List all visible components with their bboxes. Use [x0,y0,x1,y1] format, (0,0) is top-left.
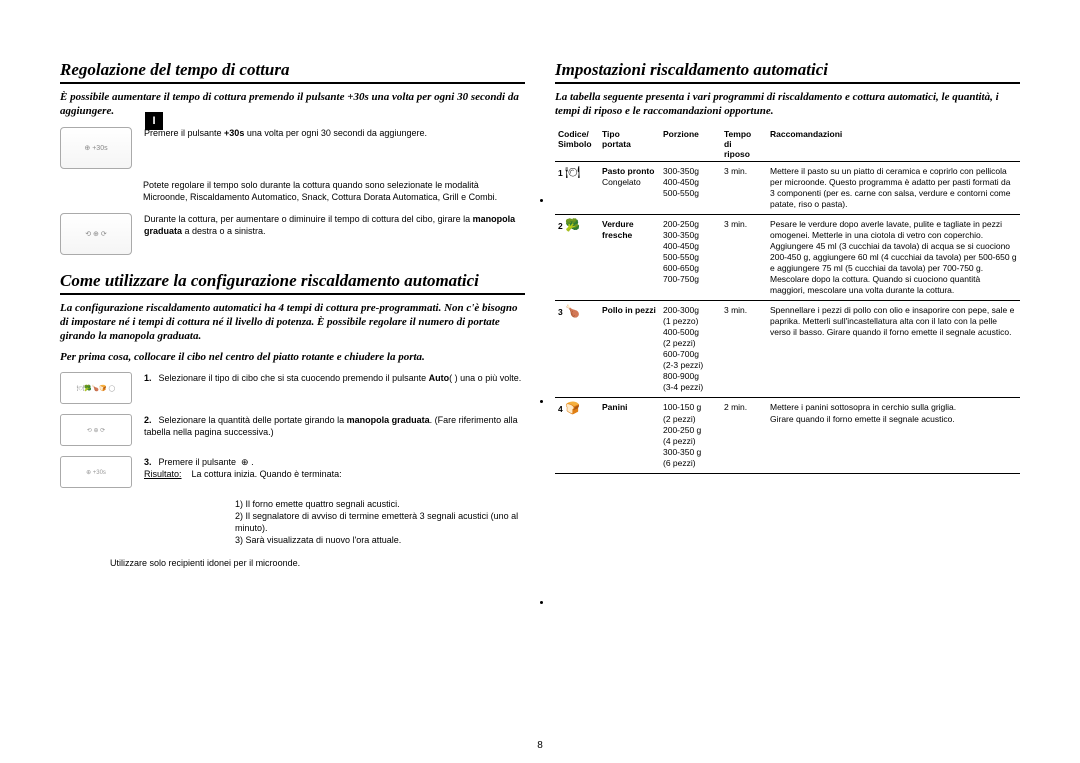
table-row: 1 🍽Pasto prontoCongelato300-350g400-450g… [555,161,1020,214]
result-1: 1) Il forno emette quattro segnali acust… [235,498,525,510]
table-row: 3 🍗Pollo in pezzi200-300g(1 pezzo)400-50… [555,301,1020,398]
illustration-auto-icons: 🍽🥦🍗🍞 ◯ [60,372,132,404]
page-number: 8 [537,740,543,751]
section1-p1: Premere il pulsante +30s una volta per o… [144,127,525,139]
section3-intro: La tabella seguente presenta i vari prog… [555,90,1020,119]
section3-title: Impostazioni riscaldamento automatici [555,60,1020,84]
auto-heating-table: Codice/Simbolo Tipoportata Porzione Temp… [555,127,1020,474]
cell-porzione: 200-300g(1 pezzo)400-500g(2 pezzi)600-70… [660,301,721,398]
illustration-start: ⊕ +30s [60,456,132,488]
section1-p3: Durante la cottura, per aumentare o dimi… [144,213,525,237]
cell-porzione: 300-350g400-450g500-550g [660,161,721,214]
step3: 3. Premere il pulsante ⊕ . Risultato: La… [144,456,525,480]
section1-p2: Potete regolare il tempo solo durante la… [143,179,525,203]
food-icon: 🥦 [565,218,580,232]
step2: 2. Selezionare la quantità delle portate… [144,414,525,438]
cell-porzione: 200-250g300-350g400-450g500-550g600-650g… [660,214,721,300]
cell-code: 3 🍗 [555,301,599,398]
cell-code: 1 🍽 [555,161,599,214]
food-icon: 🍗 [565,304,580,318]
section2-intro2: Per prima cosa, collocare il cibo nel ce… [60,350,525,364]
th-racc: Raccomandazioni [767,127,1020,162]
cell-tempo: 3 min. [721,161,767,214]
cell-tipo: Panini [599,398,660,473]
left-column: Regolazione del tempo di cottura È possi… [60,60,525,743]
th-tempo: Tempodiriposo [721,127,767,162]
cell-raccomandazioni: Spennellare i pezzi di pollo con olio e … [767,301,1020,398]
cell-tempo: 3 min. [721,301,767,398]
result-2: 2) Il segnalatore di avviso di termine e… [235,510,525,534]
result-3: 3) Sarà visualizzata di nuovo l'ora attu… [235,534,525,546]
cell-code: 4 🍞 [555,398,599,473]
language-tab: I [145,112,163,130]
cell-porzione: 100-150 g(2 pezzi)200-250 g(4 pezzi)300-… [660,398,721,473]
section2-footnote: Utilizzare solo recipienti idonei per il… [110,557,525,569]
cell-code: 2 🥦 [555,214,599,300]
result-0: La cottura inizia. Quando è terminata: [192,469,342,479]
section1-title: Regolazione del tempo di cottura [60,60,525,84]
cell-tempo: 3 min. [721,214,767,300]
th-code: Codice/Simbolo [555,127,599,162]
food-icon: 🍞 [565,401,580,415]
section2-title: Come utilizzare la configurazione riscal… [60,271,525,295]
cell-raccomandazioni: Mettere i panini sottosopra in cerchio s… [767,398,1020,473]
th-tipo: Tipoportata [599,127,660,162]
right-column: Impostazioni riscaldamento automatici La… [555,60,1020,743]
section1-intro: È possibile aumentare il tempo di cottur… [60,90,525,119]
illustration-dial2: ⟲ ⊕ ⟳ [60,414,132,446]
cell-tipo: Pasto prontoCongelato [599,161,660,214]
food-icon: 🍽 [565,165,580,179]
cell-raccomandazioni: Pesare le verdure dopo averle lavate, pu… [767,214,1020,300]
cell-tempo: 2 min. [721,398,767,473]
table-row: 2 🥦Verdure fresche200-250g300-350g400-45… [555,214,1020,300]
cell-raccomandazioni: Mettere il pasto su un piatto di ceramic… [767,161,1020,214]
step1: 1. Selezionare il tipo di cibo che si st… [144,372,525,384]
column-divider [540,100,541,703]
cell-tipo: Verdure fresche [599,214,660,300]
cell-tipo: Pollo in pezzi [599,301,660,398]
illustration-dial: ⟲ ⊕ ⟳ [60,213,132,255]
table-row: 4 🍞Panini100-150 g(2 pezzi)200-250 g(4 p… [555,398,1020,473]
th-porz: Porzione [660,127,721,162]
illustration-30s: ⊕ +30s [60,127,132,169]
result-label: Risultato: [144,469,182,479]
section2-intro1: La configurazione riscaldamento automati… [60,301,525,344]
